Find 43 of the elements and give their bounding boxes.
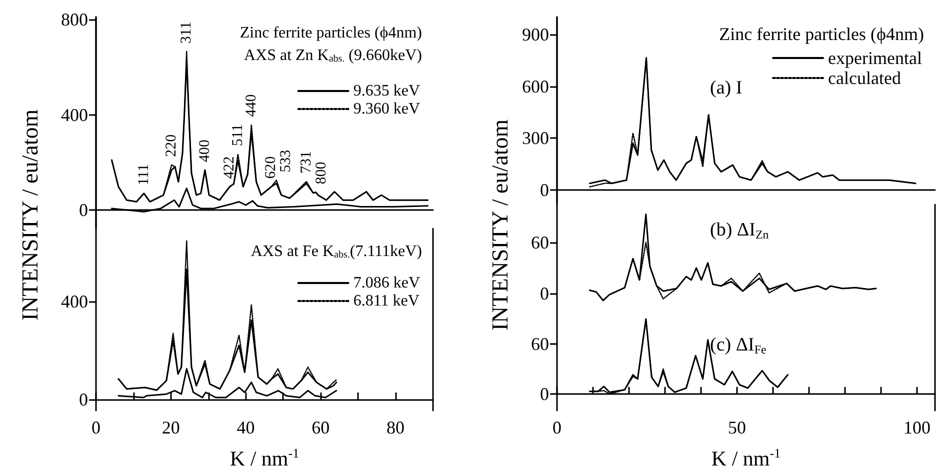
y-tick-label: 0 — [79, 200, 88, 220]
y-axis-title: INTENSITY / eu/atom — [488, 119, 512, 331]
annotation: 511 — [230, 124, 246, 146]
y-tick-label: 0 — [540, 180, 549, 200]
y-axis-title: INTENSITY / eu/atom — [18, 109, 42, 321]
annotation: 400 — [196, 140, 213, 162]
y-tick-label: 400 — [61, 104, 88, 125]
y-tick-label: 400 — [61, 291, 88, 312]
y-tick-label: 0 — [79, 389, 88, 410]
y-tick-label: 800 — [61, 9, 88, 30]
annotation: 620 — [263, 156, 280, 179]
annotation: 111 — [136, 164, 152, 186]
x-tick-label: 60 — [312, 418, 330, 438]
chart-title: Zinc ferrite particles (ϕ4nm) — [719, 24, 924, 44]
x-tick-label: 0 — [92, 418, 100, 438]
y-tick-label: 900 — [522, 24, 549, 44]
legend-label: 6.811 keV — [353, 292, 420, 310]
y-tick-label: 0 — [540, 384, 549, 404]
y-tick-label: 60 — [531, 232, 549, 252]
x-tick-label: 100 — [904, 418, 930, 438]
y-tick-label: 0 — [540, 284, 549, 304]
legend-label: calculated — [828, 68, 901, 88]
x-tick-label: 40 — [236, 418, 255, 438]
legend-label: 7.086 keV — [353, 274, 420, 292]
annotation: 533 — [278, 150, 294, 172]
annotation: 440 — [243, 94, 260, 117]
x-tick-label: 20 — [162, 418, 180, 438]
legend-label: 9.360 keV — [353, 100, 420, 118]
x-tick-label: 50 — [728, 418, 746, 438]
annotation: 311 — [178, 22, 195, 44]
annotation: 800 — [313, 162, 330, 184]
y-tick-label: 300 — [522, 128, 549, 148]
annotation: 220 — [164, 134, 180, 157]
x-tick-label: 80 — [386, 418, 405, 438]
annotation: 422 — [222, 156, 238, 179]
legend-label: 9.635 keV — [353, 82, 420, 100]
y-tick-label: 60 — [531, 334, 549, 354]
legend-label: experimental — [828, 48, 922, 68]
y-tick-label: 600 — [522, 76, 549, 96]
chart-title: Zinc ferrite particles (ϕ4nm) — [240, 24, 422, 42]
x-tick-label: 0 — [552, 418, 562, 438]
annotation: 731 — [298, 151, 314, 174]
annotation: (a) I — [710, 78, 742, 98]
